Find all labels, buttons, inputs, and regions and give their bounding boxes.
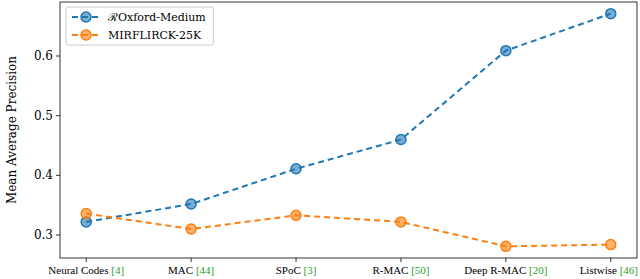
citation: [4] [109, 264, 125, 276]
y-tick [56, 235, 60, 236]
x-tick [505, 258, 506, 262]
y-tick [56, 115, 60, 116]
series-marker [186, 224, 196, 234]
y-tick [56, 175, 60, 176]
y-tick-label: 0.3 [34, 228, 53, 242]
chart: 0.3 0.4 0.5 0.6 Mean Average Precision Neural… [0, 0, 640, 279]
legend-label: MIRFLIRCK-25K [108, 29, 202, 42]
y-tick-label: 0.6 [34, 49, 53, 63]
category-text: Deep R-MAC [464, 264, 526, 276]
citation: [44] [193, 264, 214, 276]
plot-frame [60, 2, 637, 258]
series-marker [501, 241, 511, 251]
category-text: Listwise [580, 264, 617, 276]
x-tick [86, 258, 87, 262]
x-tick-label: Deep R-MAC [20] [464, 264, 547, 276]
x-tick-label: Listwise [46] [580, 264, 638, 276]
y-axis-label: Mean Average Precision [5, 56, 19, 204]
series-marker [396, 217, 406, 227]
series-marker [291, 164, 301, 174]
citation: [46] [617, 264, 638, 276]
y-tick-label: 0.4 [34, 168, 53, 182]
category-text: Neural Codes [48, 264, 108, 276]
x-tick-label: Neural Codes [4] [48, 264, 124, 276]
series-marker [291, 210, 301, 220]
legend-box [66, 7, 213, 45]
x-tick-label: MAC [44] [168, 264, 214, 276]
series-marker [606, 240, 616, 250]
series-marker [186, 199, 196, 209]
citation: [20] [526, 264, 547, 276]
x-tick [610, 258, 611, 262]
series-marker [606, 9, 616, 19]
series-line [86, 214, 611, 247]
series-marker [501, 46, 511, 56]
y-tick-label: 0.5 [34, 109, 53, 123]
x-tick-label: R-MAC [50] [372, 264, 429, 276]
legend-label: ℛOxford-Medium [107, 11, 206, 24]
x-tick [191, 258, 192, 262]
x-tick-label: SPoC [3] [276, 264, 317, 276]
x-tick [296, 258, 297, 262]
series-marker [396, 135, 406, 145]
citation: [3] [301, 264, 317, 276]
legend-marker [81, 12, 91, 22]
y-tick [56, 56, 60, 57]
legend-marker [81, 30, 91, 40]
series-marker [81, 209, 91, 219]
category-text: SPoC [276, 264, 301, 276]
x-tick [400, 258, 401, 262]
legend: ℛOxford-Medium MIRFLIRCK-25K [66, 7, 213, 45]
category-text: MAC [168, 264, 193, 276]
category-text: R-MAC [372, 264, 408, 276]
citation: [50] [408, 264, 429, 276]
